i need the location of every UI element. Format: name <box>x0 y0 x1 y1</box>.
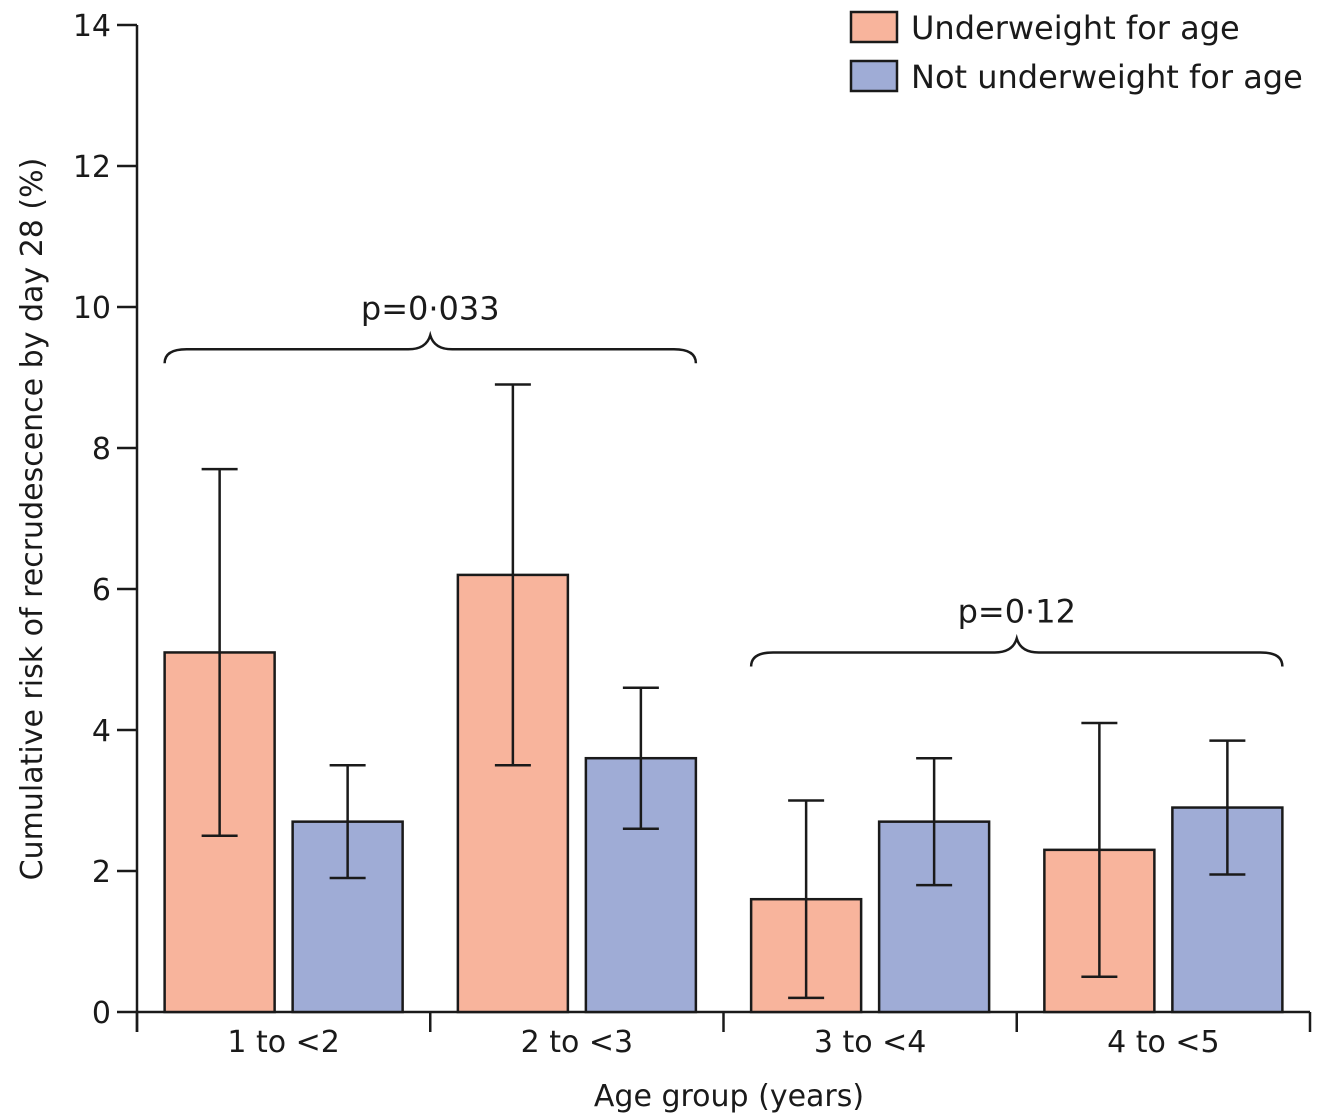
error-bars <box>201 383 1246 1000</box>
y-tick-label: 8 <box>92 432 111 467</box>
error-bar <box>494 383 531 767</box>
legend-label: Underweight for age <box>911 9 1240 47</box>
error-bar <box>1209 739 1246 876</box>
legend-swatch <box>849 59 899 93</box>
p-value-label: p=0·12 <box>958 592 1076 630</box>
error-bar <box>916 756 953 887</box>
annotations: p=0·033 p=0·12 <box>163 289 1284 667</box>
y-tick-label: 2 <box>92 855 111 890</box>
x-axis-title: Age group (years) <box>594 1079 864 1114</box>
y-tick-label: 6 <box>92 573 111 608</box>
x-tick-label: 3 to <4 <box>814 1025 927 1060</box>
significance-brace <box>163 330 698 364</box>
error-bar <box>622 686 659 830</box>
y-tick-label: 4 <box>92 714 111 749</box>
error-bar <box>1081 721 1118 978</box>
bars <box>163 573 1284 1014</box>
significance-brace <box>749 633 1284 667</box>
y-tick-label: 14 <box>73 9 111 44</box>
y-axis-title: Cumulative risk of recrudescence by day … <box>15 158 50 881</box>
axes: 0 2 4 6 8 10 12 14 1 to <2 2 to <3 3 to <4 4 to <5 <box>73 9 1312 1060</box>
y-tick-label: 0 <box>92 996 111 1031</box>
x-tick-label: 2 to <3 <box>521 1025 634 1060</box>
legend-swatch <box>849 10 899 44</box>
legend-label: Not underweight for age <box>911 58 1303 96</box>
error-bar <box>788 799 825 1000</box>
legend: Underweight for age Not underweight for a… <box>849 9 1303 96</box>
x-tick-label: 1 to <2 <box>227 1025 340 1060</box>
error-bar <box>201 467 238 837</box>
p-value-label: p=0·033 <box>361 289 500 327</box>
error-bar <box>329 764 366 880</box>
y-tick-label: 10 <box>73 291 111 326</box>
x-tick-label: 4 to <5 <box>1107 1025 1220 1060</box>
y-tick-label: 12 <box>73 150 111 185</box>
